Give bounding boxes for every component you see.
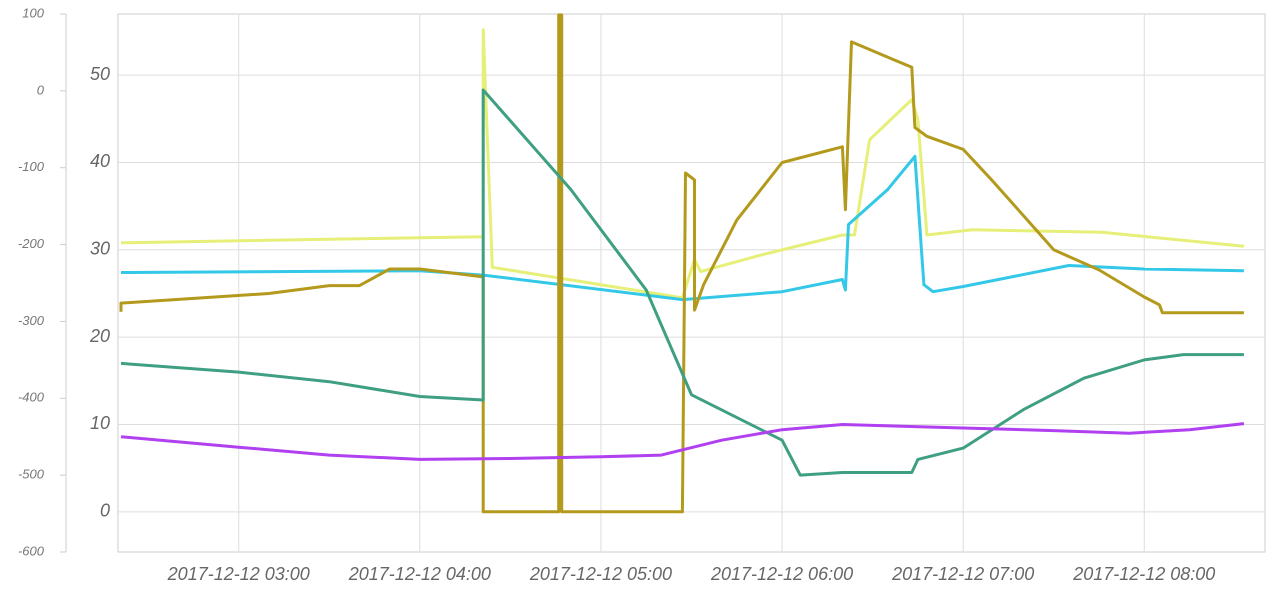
y2-tick-label: -300 [18,313,45,328]
y2-tick-label: 0 [37,82,45,97]
x-tick-label: 2017-12-12 04:00 [348,564,491,584]
series-line [120,154,1244,302]
x-tick-label: 2017-12-12 03:00 [167,564,310,584]
y-tick-label: 50 [90,64,110,84]
y-tick-label: 20 [89,326,110,346]
y2-tick-label: -600 [18,543,45,558]
y2-tick-label: -400 [18,390,45,405]
y2-tick-label: -500 [18,467,45,482]
y2-tick-label: -200 [18,236,45,251]
y2-tick-label: 100 [22,5,44,20]
y-tick-label: 10 [90,413,110,433]
series-line [120,422,1245,461]
x-tick-label: 2017-12-12 07:00 [891,564,1034,584]
series-line [119,13,1244,514]
x-tick-label: 2017-12-12 06:00 [710,564,853,584]
y-tick-label: 30 [90,239,110,259]
series-line [120,28,1245,300]
y-tick-label: 40 [90,151,110,171]
series-line [120,88,1244,477]
plot-area [117,13,1266,553]
y-tick-label: 0 [100,501,110,521]
y2-tick-label: -100 [18,159,45,174]
x-tick-label: 2017-12-12 08:00 [1072,564,1215,584]
x-tick-label: 2017-12-12 05:00 [529,564,672,584]
